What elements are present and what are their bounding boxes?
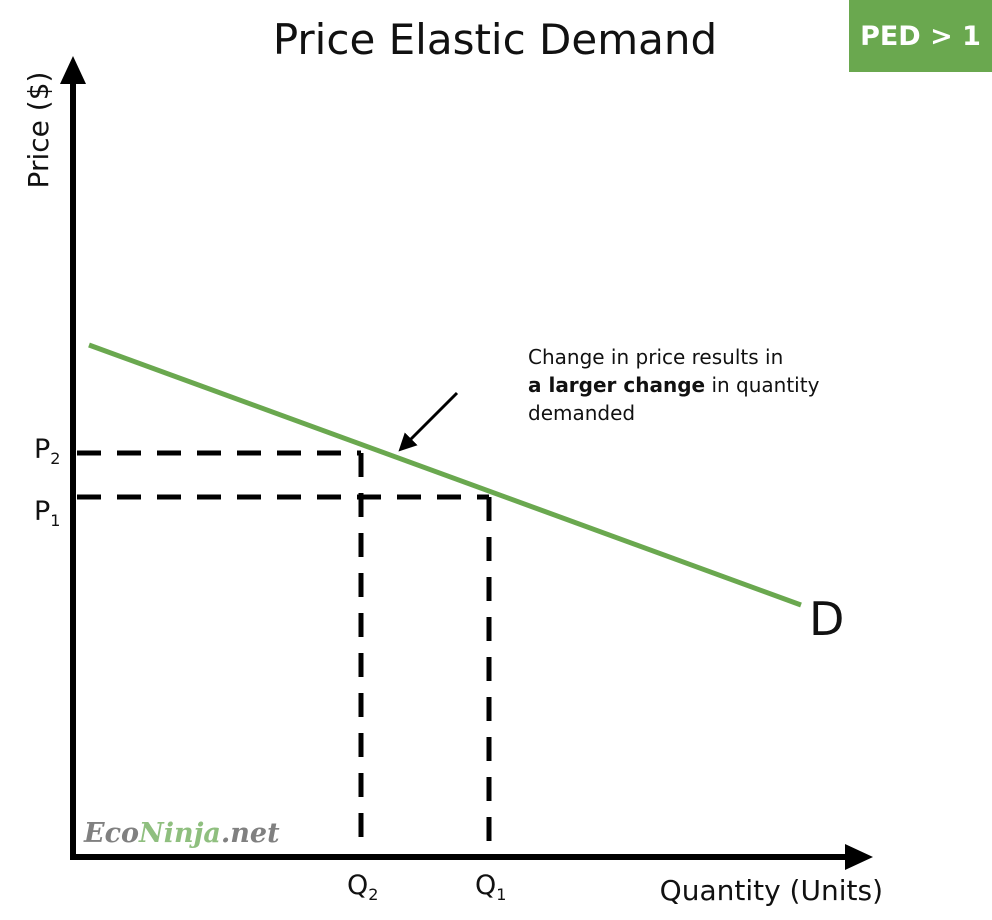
annotation-line-2: a larger change in quantity xyxy=(528,373,820,397)
quantity-label-Q2: Q2 xyxy=(347,870,378,904)
x-axis-label: Quantity (Units) xyxy=(660,874,883,907)
watermark-eco: Eco xyxy=(83,818,139,849)
annotation-bold: a larger change xyxy=(528,373,705,397)
ped-badge: PED > 1 xyxy=(849,0,992,72)
price-label-P1: P1 xyxy=(34,496,60,530)
annotation-line-3: demanded xyxy=(528,401,635,425)
guide-lines xyxy=(77,450,492,853)
point-labels: P2 Q2 P1 Q1 xyxy=(34,434,506,904)
demand-curve-label: D xyxy=(809,592,844,646)
annotation-rest: in quantity xyxy=(705,373,819,397)
chart-title: Price Elastic Demand xyxy=(273,15,717,64)
annotation-line-1: Change in price results in xyxy=(528,345,783,369)
x-axis-arrow xyxy=(845,844,873,870)
annotation-arrow xyxy=(398,391,459,452)
y-axis-arrow xyxy=(60,56,86,84)
annotation-text: Change in price results in a larger chan… xyxy=(528,345,826,425)
price-label-P2: P2 xyxy=(34,434,60,468)
watermark-ninja: Ninja xyxy=(138,818,221,849)
y-axis-label: Price ($) xyxy=(22,72,55,189)
quantity-label-Q1: Q1 xyxy=(475,870,506,904)
watermark: EcoNinja.net xyxy=(83,818,280,849)
demand-curve xyxy=(88,342,802,608)
watermark-net: .net xyxy=(221,818,280,849)
